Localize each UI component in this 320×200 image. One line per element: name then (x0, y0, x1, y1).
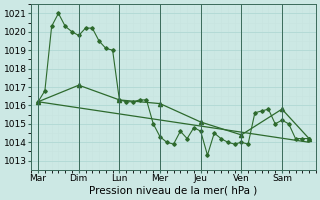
X-axis label: Pression niveau de la mer( hPa ): Pression niveau de la mer( hPa ) (90, 186, 258, 196)
